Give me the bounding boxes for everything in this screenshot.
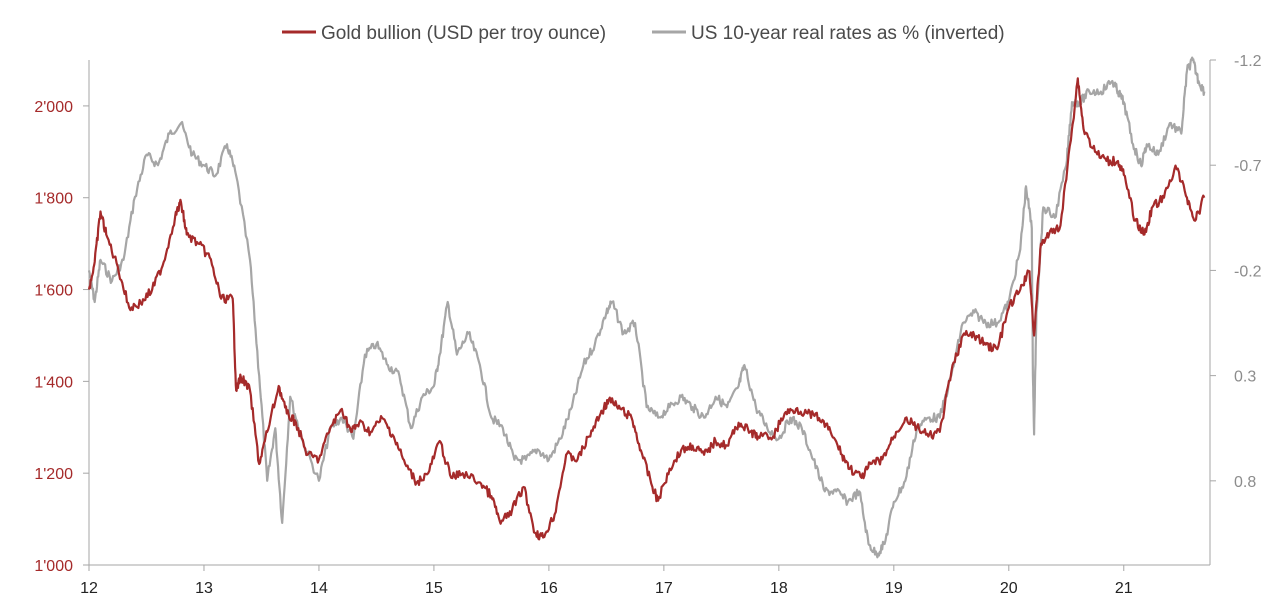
left-tick-label: 1'600 (34, 283, 73, 300)
series-line-real-rates (87, 56, 1206, 559)
x-tick-label: 17 (655, 580, 673, 597)
x-tick-label: 15 (425, 580, 443, 597)
x-tick-label: 16 (540, 580, 558, 597)
series-layer (87, 56, 1206, 559)
legend-label-rates: US 10-year real rates as % (inverted) (691, 23, 1005, 44)
left-tick-label: 1'400 (34, 374, 73, 391)
x-tick-label: 13 (195, 580, 213, 597)
x-tick-label: 14 (310, 580, 328, 597)
left-tick-label: 2'000 (34, 99, 73, 116)
series-line-gold (87, 77, 1206, 541)
left-tick-label: 1'800 (34, 191, 73, 208)
right-tick-label: 0.8 (1234, 474, 1256, 491)
x-tick-label: 19 (885, 580, 903, 597)
x-tick-label: 12 (80, 580, 98, 597)
x-tick-label: 20 (1000, 580, 1018, 597)
x-tick-label: 18 (770, 580, 788, 597)
axes: 1'000 1'200 1'400 1'600 1'800 2'000 -1.2 -0.7 -0… (34, 53, 1261, 597)
right-tick-label: -0.7 (1234, 158, 1262, 175)
right-tick-label: 0.3 (1234, 369, 1256, 386)
right-tick-label: -1.2 (1234, 53, 1262, 70)
left-tick-label: 1'000 (34, 558, 73, 575)
x-tick-label: 21 (1115, 580, 1133, 597)
left-tick-label: 1'200 (34, 466, 73, 483)
legend: Gold bullion (USD per troy ounce) US 10-… (282, 23, 1005, 44)
legend-label-gold: Gold bullion (USD per troy ounce) (321, 23, 606, 44)
right-tick-label: -0.2 (1234, 263, 1262, 280)
